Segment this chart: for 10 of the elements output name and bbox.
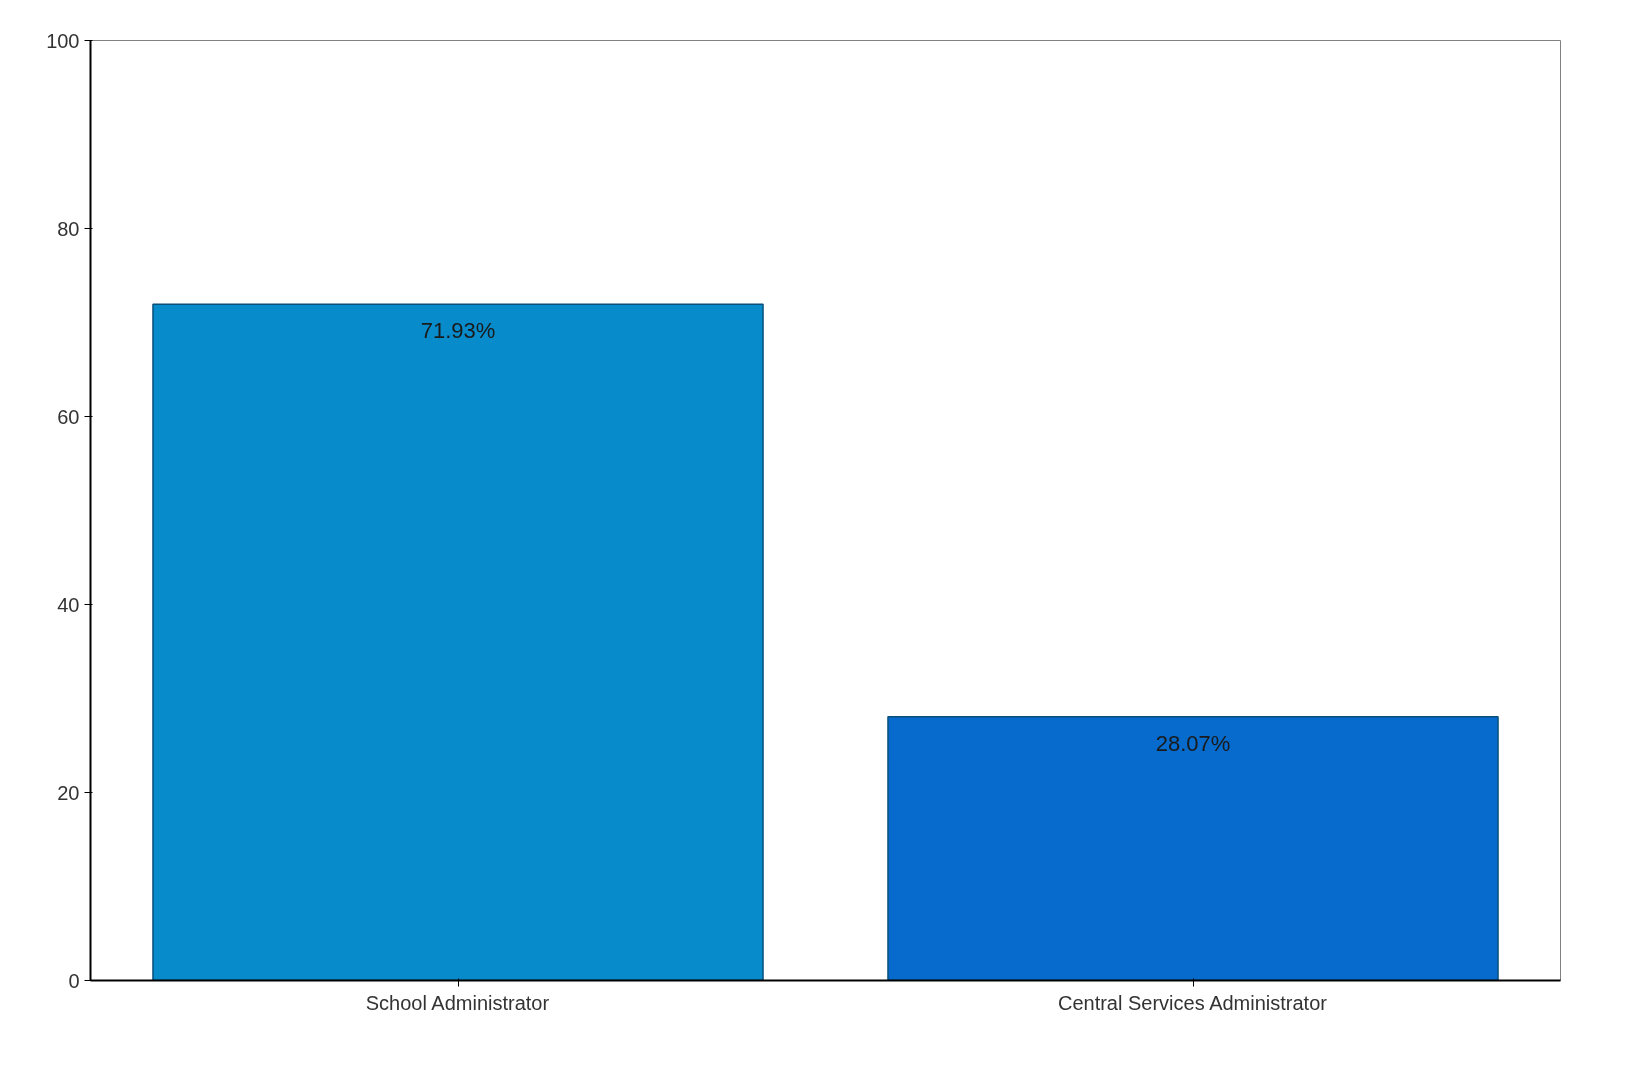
y-tick-label: 0 <box>68 969 80 992</box>
data-label: 71.93% <box>420 318 496 344</box>
y-tick-label: 80 <box>57 217 80 240</box>
y-tick-label: 40 <box>57 593 80 616</box>
data-label: 28.07% <box>1155 730 1231 756</box>
x-tick-label: School Administrator <box>365 991 550 1014</box>
y-tick-label: 60 <box>57 405 80 428</box>
x-tick-label: Central Services Administrator <box>1057 991 1328 1014</box>
y-tick-label: 100 <box>46 29 80 52</box>
y-tick-label: 20 <box>57 781 80 804</box>
